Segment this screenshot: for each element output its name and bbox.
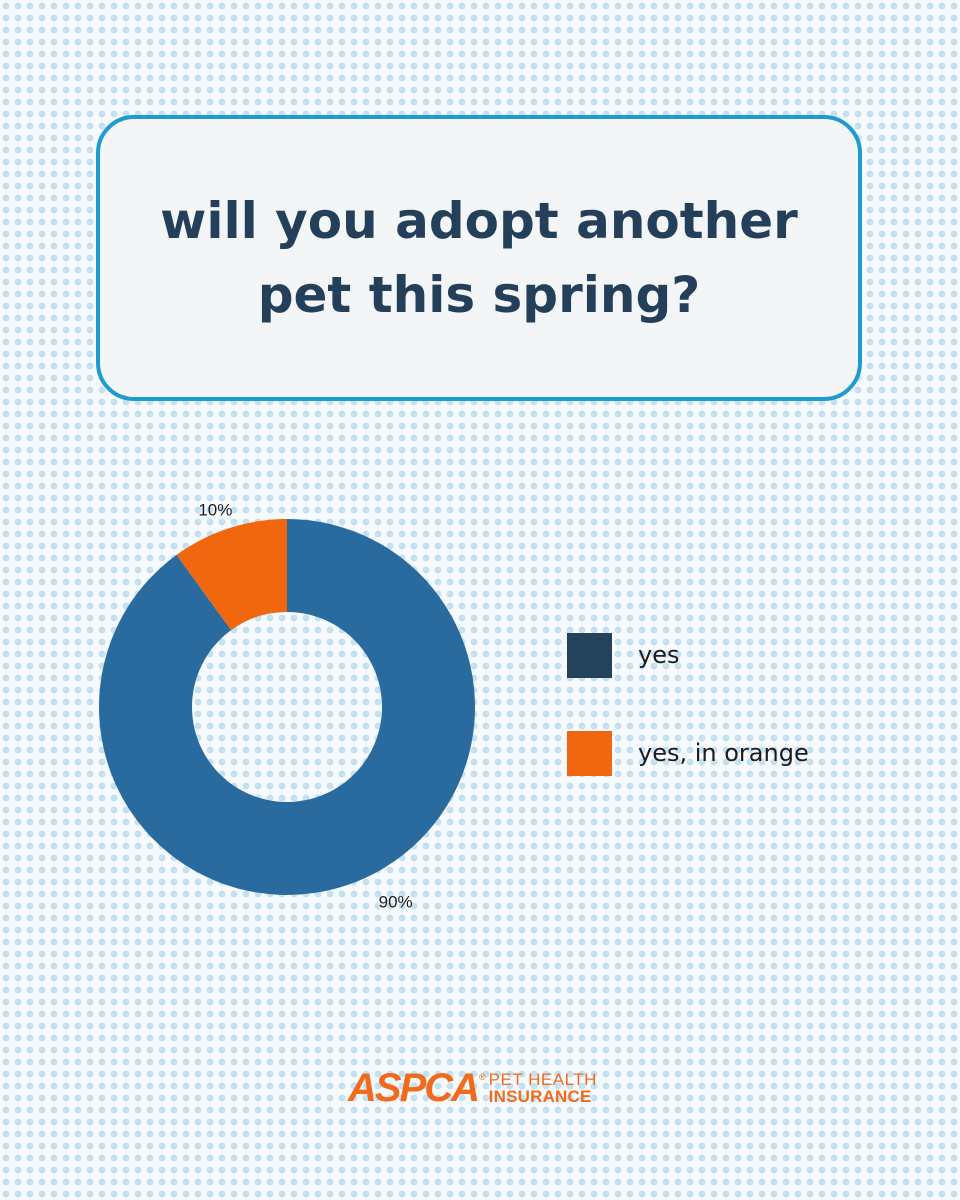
slice-label-yes: 90% [379, 892, 413, 911]
logo-registered-mark: ® [479, 1072, 486, 1082]
legend-label-yes-in-orange: yes, in orange [638, 739, 809, 767]
aspca-logo: ASPCA ® PET HEALTH INSURANCE [348, 1068, 597, 1108]
legend-swatch-yes [567, 632, 612, 678]
logo-line-1: PET HEALTH [488, 1070, 597, 1089]
legend-label-yes: yes [638, 641, 680, 669]
slice-labels: 90% 10% [198, 501, 412, 912]
chart-legend: yes yes, in orange [567, 632, 809, 828]
chart-title: will you adopt another pet this spring? [160, 192, 798, 324]
donut-chart: 90% 10% [98, 501, 475, 912]
slice-yes-in-orange [176, 519, 287, 631]
legend-swatch-yes-in-orange [567, 730, 612, 776]
slice-label-yes-in-orange: 10% [198, 501, 232, 520]
legend-item-yes-in-orange: yes, in orange [567, 730, 809, 776]
slice-yes [98, 519, 475, 895]
logo-subtitle: PET HEALTH INSURANCE [489, 1071, 597, 1105]
donut-slices [98, 519, 475, 895]
logo-line-2: INSURANCE [488, 1087, 592, 1106]
question-card: will you adopt another pet this spring? [96, 115, 862, 401]
legend-item-yes: yes [567, 632, 809, 678]
logo-brand: ASPCA [348, 1066, 480, 1110]
